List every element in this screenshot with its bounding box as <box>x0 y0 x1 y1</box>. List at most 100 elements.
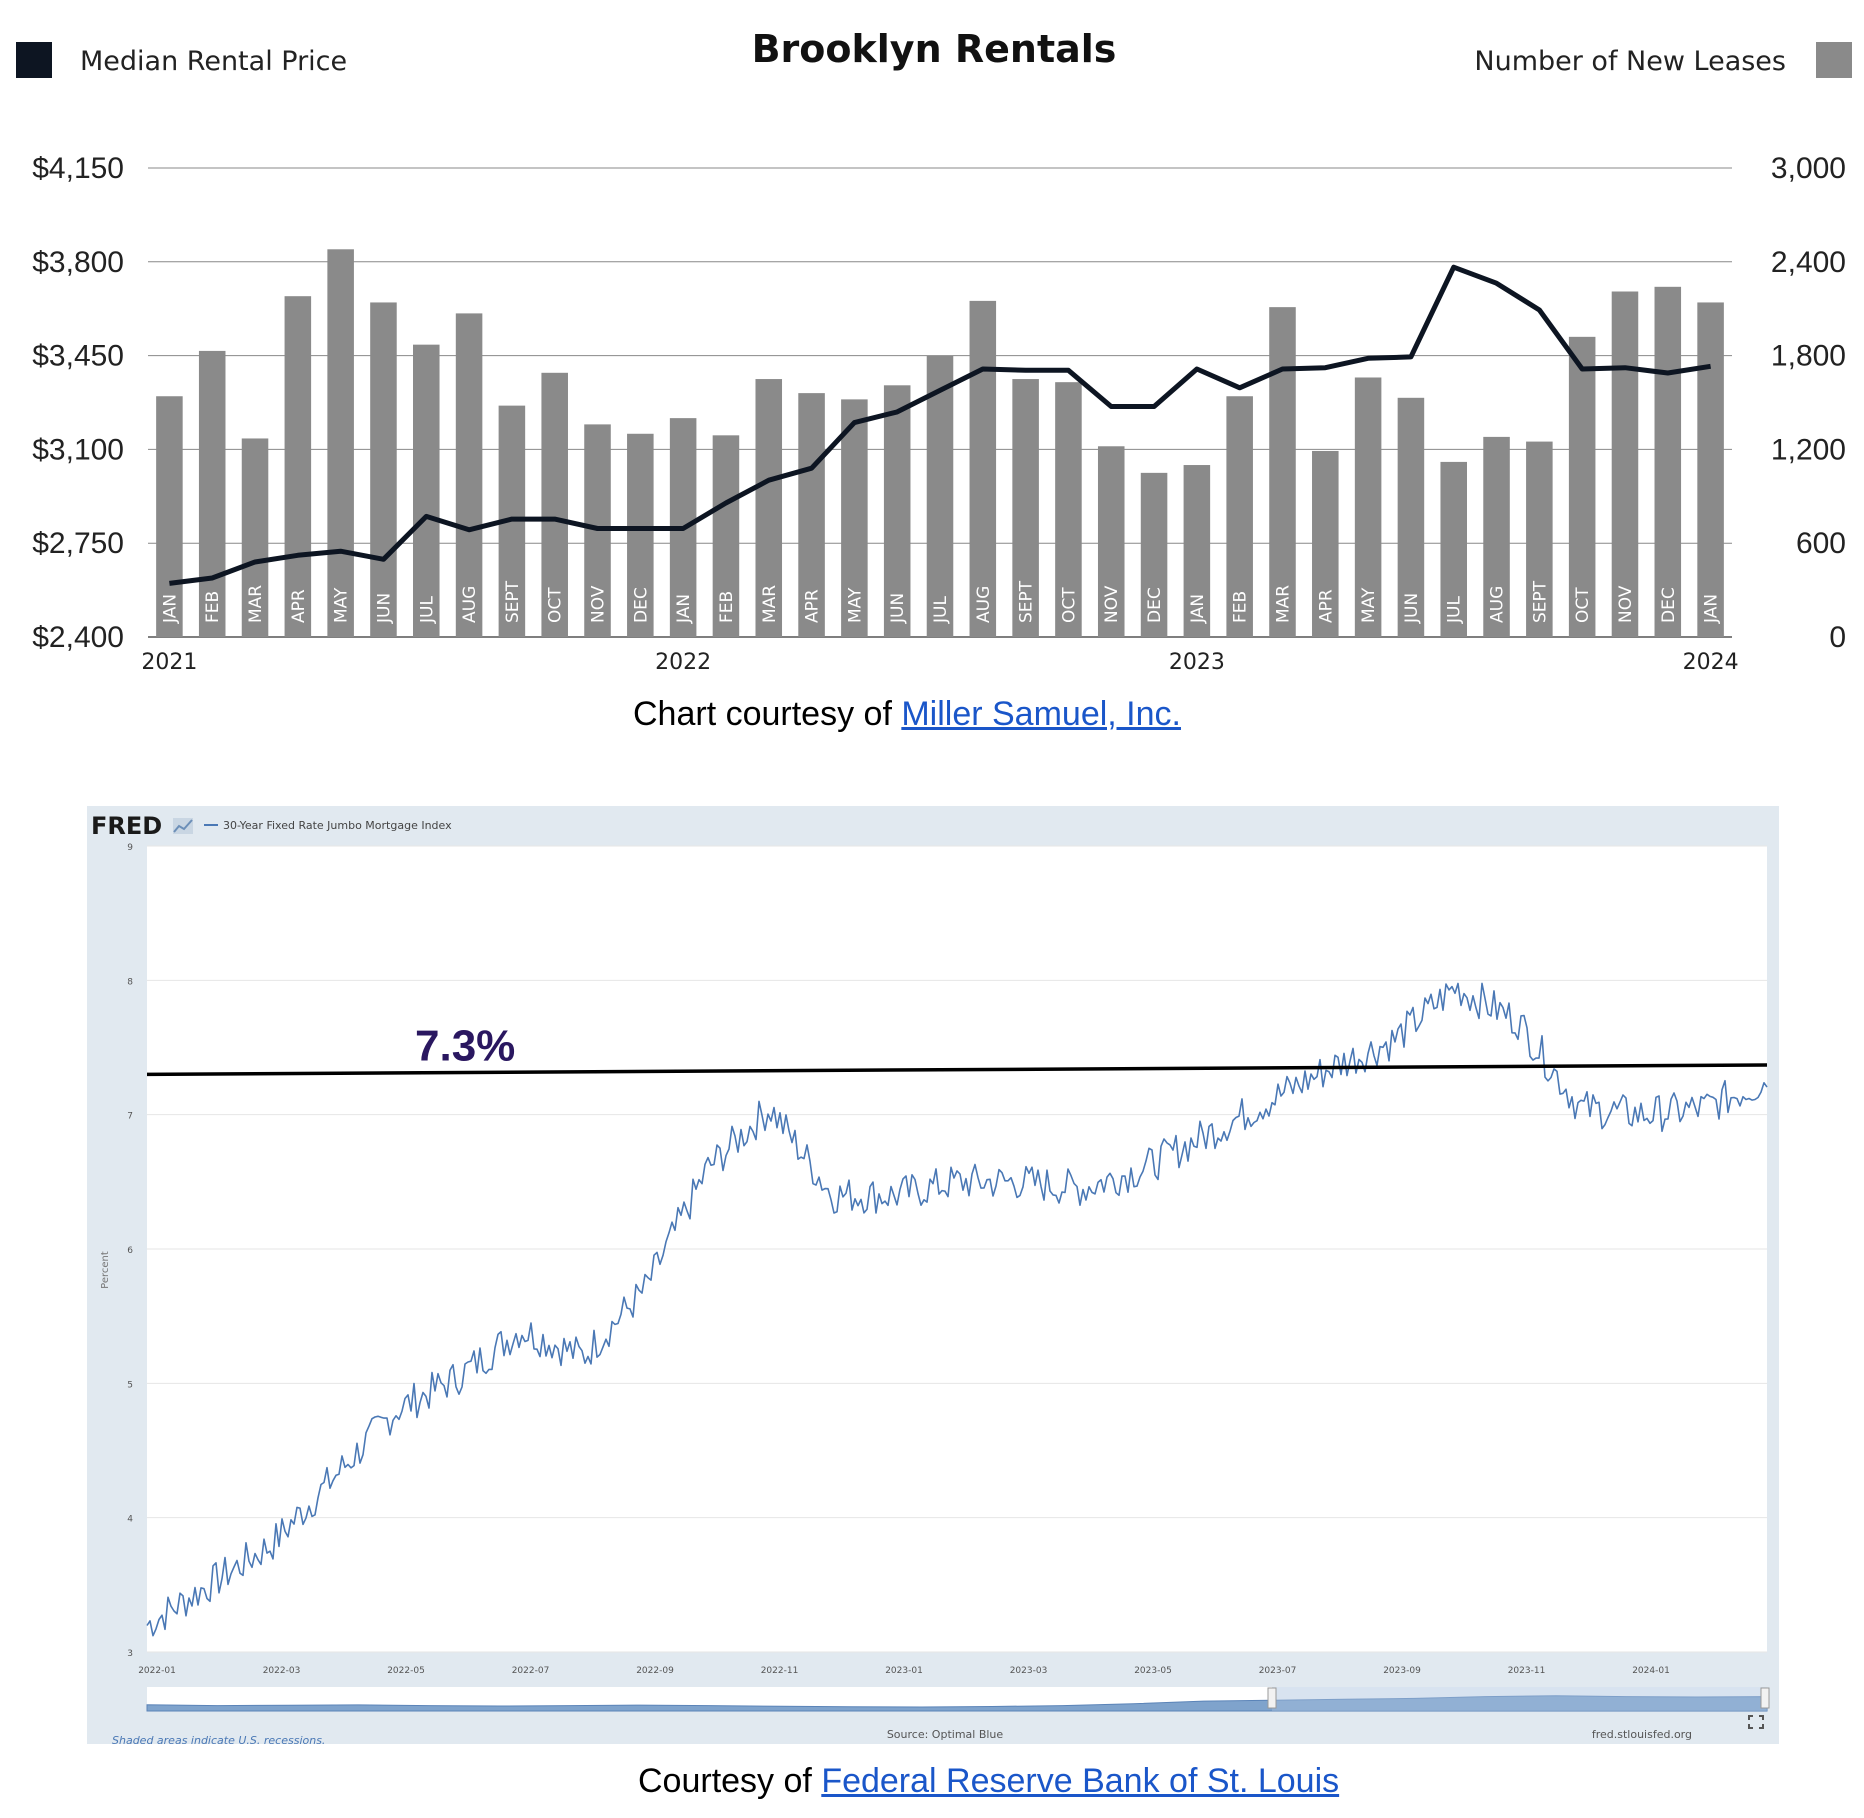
month-label: NOV <box>589 585 609 623</box>
month-label: FEB <box>717 591 737 623</box>
legend-new-leases-swatch <box>1816 42 1852 78</box>
month-label: JUN <box>1402 593 1422 624</box>
y-left-tick-label: $2,400 <box>32 621 124 654</box>
lease-bar <box>327 249 354 637</box>
y-left-tick-label: $3,450 <box>32 340 124 373</box>
fred-y-tick-label: 7 <box>127 1112 133 1122</box>
month-label: MAR <box>1273 585 1293 623</box>
month-label: SEPT <box>1017 580 1037 623</box>
lease-bar <box>627 433 654 637</box>
lease-bar <box>198 350 226 637</box>
fred-navigator-selection[interactable] <box>1272 1687 1767 1711</box>
fred-x-tick-label: 2023-05 <box>1134 1666 1172 1676</box>
lease-bar <box>798 393 825 637</box>
jumbo-mortgage-rate-line <box>146 982 1768 1637</box>
legend-median-price-label: Median Rental Price <box>80 46 347 77</box>
year-label: 2024 <box>1683 650 1739 675</box>
year-label: 2022 <box>655 650 711 675</box>
month-label: MAY <box>845 587 865 623</box>
fred-logo-graph-icon <box>173 818 193 834</box>
month-label: SEPT <box>1530 580 1550 623</box>
lease-bar <box>412 344 440 637</box>
month-label: APR <box>1316 589 1336 623</box>
fred-source: Source: Optimal Blue <box>887 1728 1004 1741</box>
lease-bar <box>1140 472 1168 637</box>
fred-x-tick-label: 2023-03 <box>1010 1666 1048 1676</box>
month-label: JUN <box>374 593 394 624</box>
lease-bar <box>241 438 269 637</box>
y-left-tick-label: $2,750 <box>32 527 124 560</box>
y-right-tick-label: 0 <box>1829 621 1846 654</box>
fred-x-tick-label: 2022-01 <box>138 1666 176 1676</box>
fred-y-tick-label: 4 <box>127 1515 133 1525</box>
month-label: JUL <box>417 596 437 624</box>
lease-bar <box>926 355 954 637</box>
fred-x-tick-label: 2024-01 <box>1632 1666 1670 1676</box>
lease-bar <box>1611 291 1639 637</box>
fred-x-tick-label: 2022-03 <box>263 1666 301 1676</box>
lease-bar <box>1183 465 1211 637</box>
month-label: AUG <box>460 586 480 623</box>
median-price-line <box>169 264 1711 586</box>
chart2-caption: Courtesy of Federal Reserve Bank of St. … <box>638 1762 1339 1801</box>
fred-navigator-series <box>146 1695 1768 1712</box>
lease-bar <box>755 379 783 637</box>
fred-navigator-right-handle[interactable] <box>1760 1687 1770 1709</box>
lease-bar <box>1312 450 1339 637</box>
month-label: JUL <box>1445 596 1465 624</box>
y-left-tick-label: $4,150 <box>32 152 124 185</box>
fred-x-tick-label: 2023-07 <box>1259 1666 1297 1676</box>
fred-navigator-left-handle[interactable] <box>1267 1687 1277 1709</box>
y-left-tick-label: $3,800 <box>32 246 124 279</box>
month-label: OCT <box>1573 587 1593 623</box>
month-label: JAN <box>1188 594 1208 624</box>
fred-x-tick-label: 2022-05 <box>387 1666 425 1676</box>
brooklyn-rentals-chart: Median Rental Price Brooklyn Rentals Num… <box>16 27 1852 675</box>
month-label: JAN <box>674 594 694 624</box>
month-label: APR <box>803 589 823 623</box>
chart-title: Brooklyn Rentals <box>752 27 1117 71</box>
y-right-tick-label: 1,200 <box>1771 433 1846 466</box>
threshold-label: 7.3% <box>415 1021 515 1070</box>
lease-bar <box>712 435 740 637</box>
year-label: 2023 <box>1169 650 1225 675</box>
fullscreen-icon[interactable] <box>1748 1715 1764 1729</box>
y-right-tick-label: 2,400 <box>1771 246 1846 279</box>
month-label: OCT <box>546 587 566 623</box>
month-label: NOV <box>1102 585 1122 623</box>
lease-bar <box>1097 446 1125 637</box>
lease-bar <box>284 296 312 637</box>
fred-x-tick-label: 2022-09 <box>636 1666 674 1676</box>
month-label: JAN <box>1702 594 1722 624</box>
legend-new-leases-label: Number of New Leases <box>1474 46 1786 77</box>
month-label: MAR <box>760 585 780 623</box>
fred-y-tick-label: 9 <box>127 843 133 853</box>
lease-bar <box>1697 302 1724 637</box>
month-label: DEC <box>1659 587 1679 623</box>
month-label: FEB <box>203 591 223 623</box>
month-label: FEB <box>1231 591 1251 623</box>
lease-bar <box>1269 307 1296 637</box>
lease-bar <box>841 399 868 637</box>
month-label: JUN <box>888 593 908 624</box>
federal-reserve-link[interactable]: Federal Reserve Bank of St. Louis <box>821 1762 1340 1800</box>
lease-bar <box>156 396 183 637</box>
lease-bar <box>1354 377 1382 637</box>
lease-bar <box>370 302 397 637</box>
y-right-tick-label: 3,000 <box>1771 152 1846 185</box>
month-label: APR <box>289 589 309 623</box>
fred-y-axis-label: Percent <box>100 1251 111 1289</box>
month-label: NOV <box>1616 585 1636 623</box>
y-right-tick-label: 1,800 <box>1771 340 1846 373</box>
lease-bar <box>1483 436 1510 637</box>
month-label: AUG <box>974 586 994 623</box>
fred-y-tick-label: 6 <box>127 1246 133 1256</box>
lease-bar <box>1654 286 1682 637</box>
miller-samuel-link[interactable]: Miller Samuel, Inc. <box>901 695 1181 733</box>
month-label: JUL <box>931 596 951 624</box>
chart1-caption-prefix: Chart courtesy of <box>633 695 902 733</box>
month-label: MAR <box>246 585 266 623</box>
chart2-caption-prefix: Courtesy of <box>638 1762 822 1800</box>
lease-bar <box>1440 461 1468 637</box>
month-label: DEC <box>631 587 651 623</box>
